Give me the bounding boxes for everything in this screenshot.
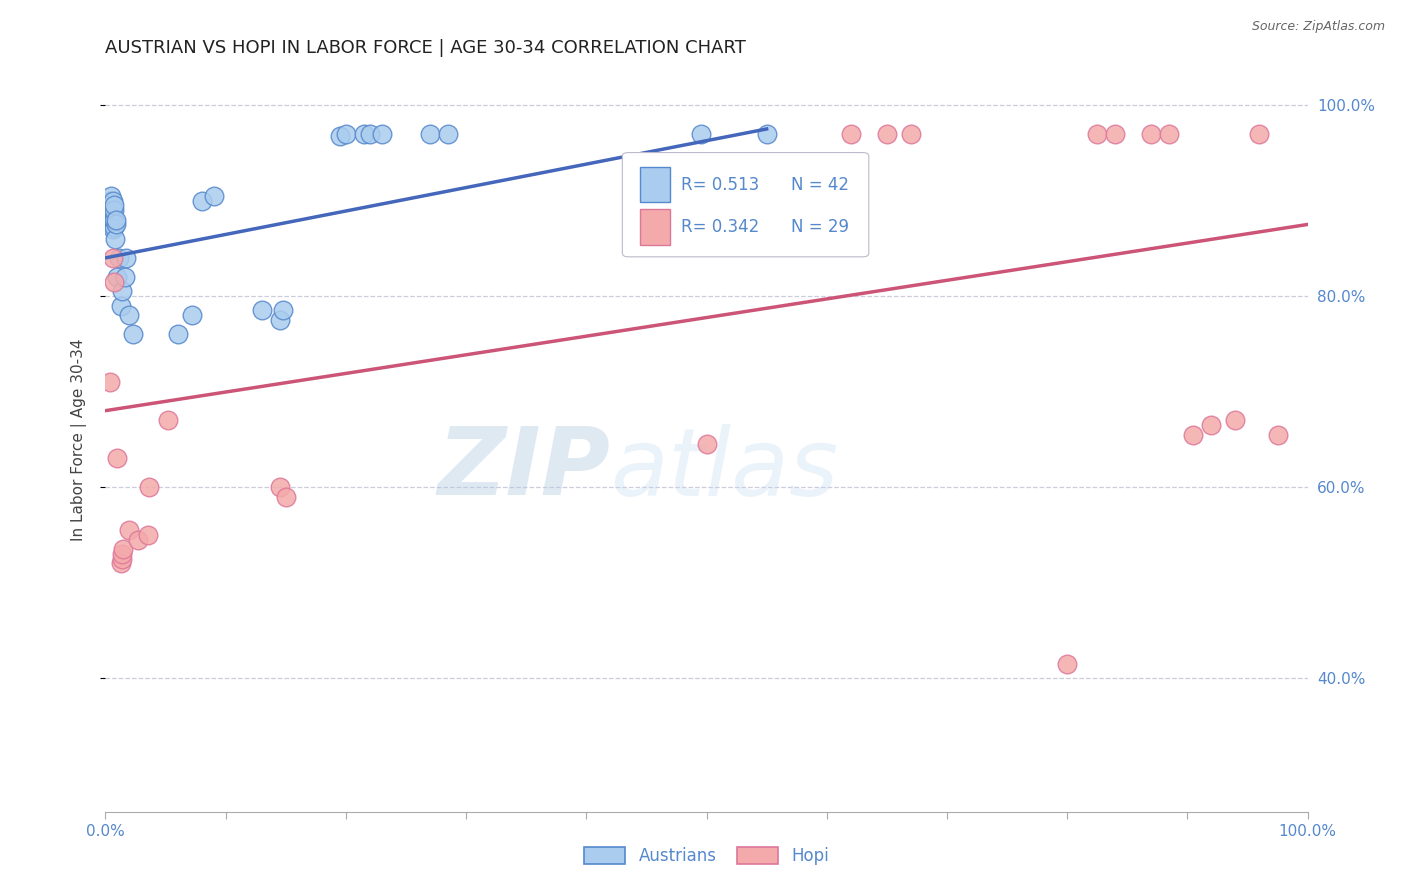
- Point: [127, 533, 149, 547]
- Point: [100, 208, 122, 222]
- Point: [104, 232, 127, 246]
- Bar: [640, 209, 671, 245]
- Point: [1056, 657, 1078, 671]
- Point: [107, 451, 129, 466]
- Point: [190, 194, 212, 208]
- Point: [371, 127, 394, 141]
- Text: atlas: atlas: [610, 424, 838, 515]
- Point: [138, 480, 160, 494]
- Y-axis label: In Labor Force | Age 30-34: In Labor Force | Age 30-34: [72, 338, 87, 541]
- FancyBboxPatch shape: [623, 153, 869, 257]
- Text: R= 0.513: R= 0.513: [682, 176, 759, 194]
- Point: [105, 212, 128, 227]
- Point: [107, 251, 129, 265]
- Point: [98, 375, 121, 389]
- Point: [101, 214, 124, 228]
- Point: [900, 127, 922, 141]
- Point: [103, 212, 125, 227]
- Point: [122, 327, 145, 342]
- Text: N = 42: N = 42: [790, 176, 849, 194]
- Point: [437, 127, 460, 141]
- Legend: Austrians, Hopi: Austrians, Hopi: [576, 840, 837, 871]
- Text: R= 0.342: R= 0.342: [682, 218, 759, 236]
- Point: [136, 528, 159, 542]
- Text: ZIP: ZIP: [437, 423, 610, 515]
- Point: [1225, 413, 1247, 427]
- Point: [98, 203, 121, 218]
- Point: [696, 437, 718, 451]
- Text: N = 29: N = 29: [790, 218, 849, 236]
- Point: [250, 303, 273, 318]
- Point: [114, 270, 136, 285]
- Point: [112, 542, 135, 557]
- Point: [118, 523, 141, 537]
- Point: [689, 127, 711, 141]
- Point: [103, 220, 125, 235]
- Point: [100, 218, 122, 232]
- Point: [98, 212, 121, 227]
- Point: [103, 203, 125, 218]
- Point: [156, 413, 179, 427]
- Point: [98, 194, 121, 208]
- Point: [166, 327, 188, 342]
- Point: [755, 127, 778, 141]
- Point: [269, 480, 291, 494]
- Point: [1159, 127, 1181, 141]
- Point: [101, 222, 124, 236]
- Point: [876, 127, 898, 141]
- Point: [1267, 427, 1289, 442]
- Point: [115, 251, 138, 265]
- Point: [839, 127, 862, 141]
- Point: [110, 557, 132, 571]
- Text: AUSTRIAN VS HOPI IN LABOR FORCE | AGE 30-34 CORRELATION CHART: AUSTRIAN VS HOPI IN LABOR FORCE | AGE 30…: [105, 39, 747, 57]
- Point: [1140, 127, 1163, 141]
- Point: [353, 127, 375, 141]
- Point: [202, 189, 225, 203]
- Point: [1201, 417, 1223, 432]
- Point: [111, 551, 134, 566]
- Point: [1085, 127, 1108, 141]
- Text: Source: ZipAtlas.com: Source: ZipAtlas.com: [1251, 20, 1385, 33]
- Point: [1182, 427, 1205, 442]
- Point: [111, 547, 134, 561]
- Point: [100, 189, 122, 203]
- Point: [110, 299, 132, 313]
- Point: [1104, 127, 1126, 141]
- Point: [107, 270, 129, 285]
- Point: [101, 203, 124, 218]
- Point: [335, 127, 357, 141]
- Point: [105, 218, 128, 232]
- Point: [103, 275, 125, 289]
- Point: [101, 251, 124, 265]
- Point: [419, 127, 441, 141]
- Point: [118, 308, 141, 322]
- Point: [1249, 127, 1271, 141]
- Point: [98, 198, 121, 212]
- Point: [269, 313, 291, 327]
- Point: [181, 308, 204, 322]
- Point: [101, 194, 124, 208]
- Point: [274, 490, 297, 504]
- Point: [111, 285, 134, 299]
- Point: [359, 127, 381, 141]
- Point: [273, 303, 295, 318]
- Point: [103, 198, 125, 212]
- Point: [329, 128, 352, 143]
- Bar: [640, 167, 671, 202]
